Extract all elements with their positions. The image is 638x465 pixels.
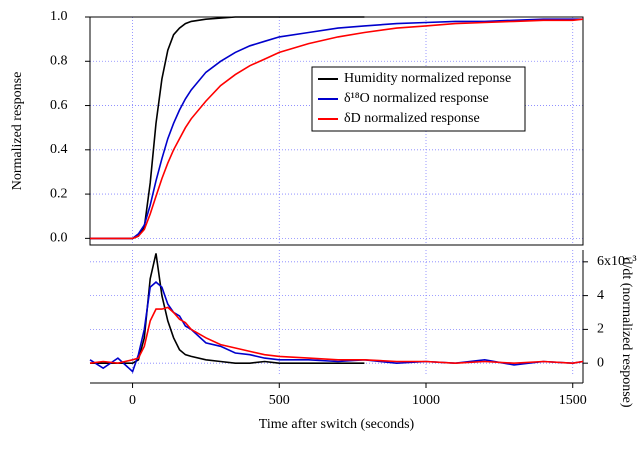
axis-line [90,250,584,384]
data-line [89,306,584,365]
y-tick-label: 4 [597,288,604,303]
y-axis-label: d/dt (normalized response) [619,257,634,407]
y-tick-label: 0.2 [50,186,68,201]
y-axis-label: Normalized response [10,72,25,191]
y-tick-label: 6x10⁻³ [597,254,637,269]
y-tick-label: 0.8 [50,53,68,68]
y-tick-label: 0 [597,355,604,370]
data-line [90,18,583,240]
x-tick-label: 1000 [412,393,440,408]
x-tick-label: 500 [269,393,290,408]
x-tick-label: 0 [129,393,136,408]
y-tick-label: 1.0 [50,9,68,24]
legend-label: Humidity normalized reponse [344,71,511,86]
y-tick-label: 0.6 [50,98,68,113]
y-tick-label: 0.4 [50,142,68,157]
x-axis-label: Time after switch (seconds) [259,417,415,432]
y-tick-label: 2 [597,322,604,337]
legend-label: δ¹⁸O normalized response [344,91,489,106]
x-tick-label: 1500 [559,393,587,408]
legend-box [311,66,526,132]
legend-label: δD normalized response [344,111,480,126]
data-line [90,18,584,240]
y-tick-label: 0.0 [50,231,68,246]
